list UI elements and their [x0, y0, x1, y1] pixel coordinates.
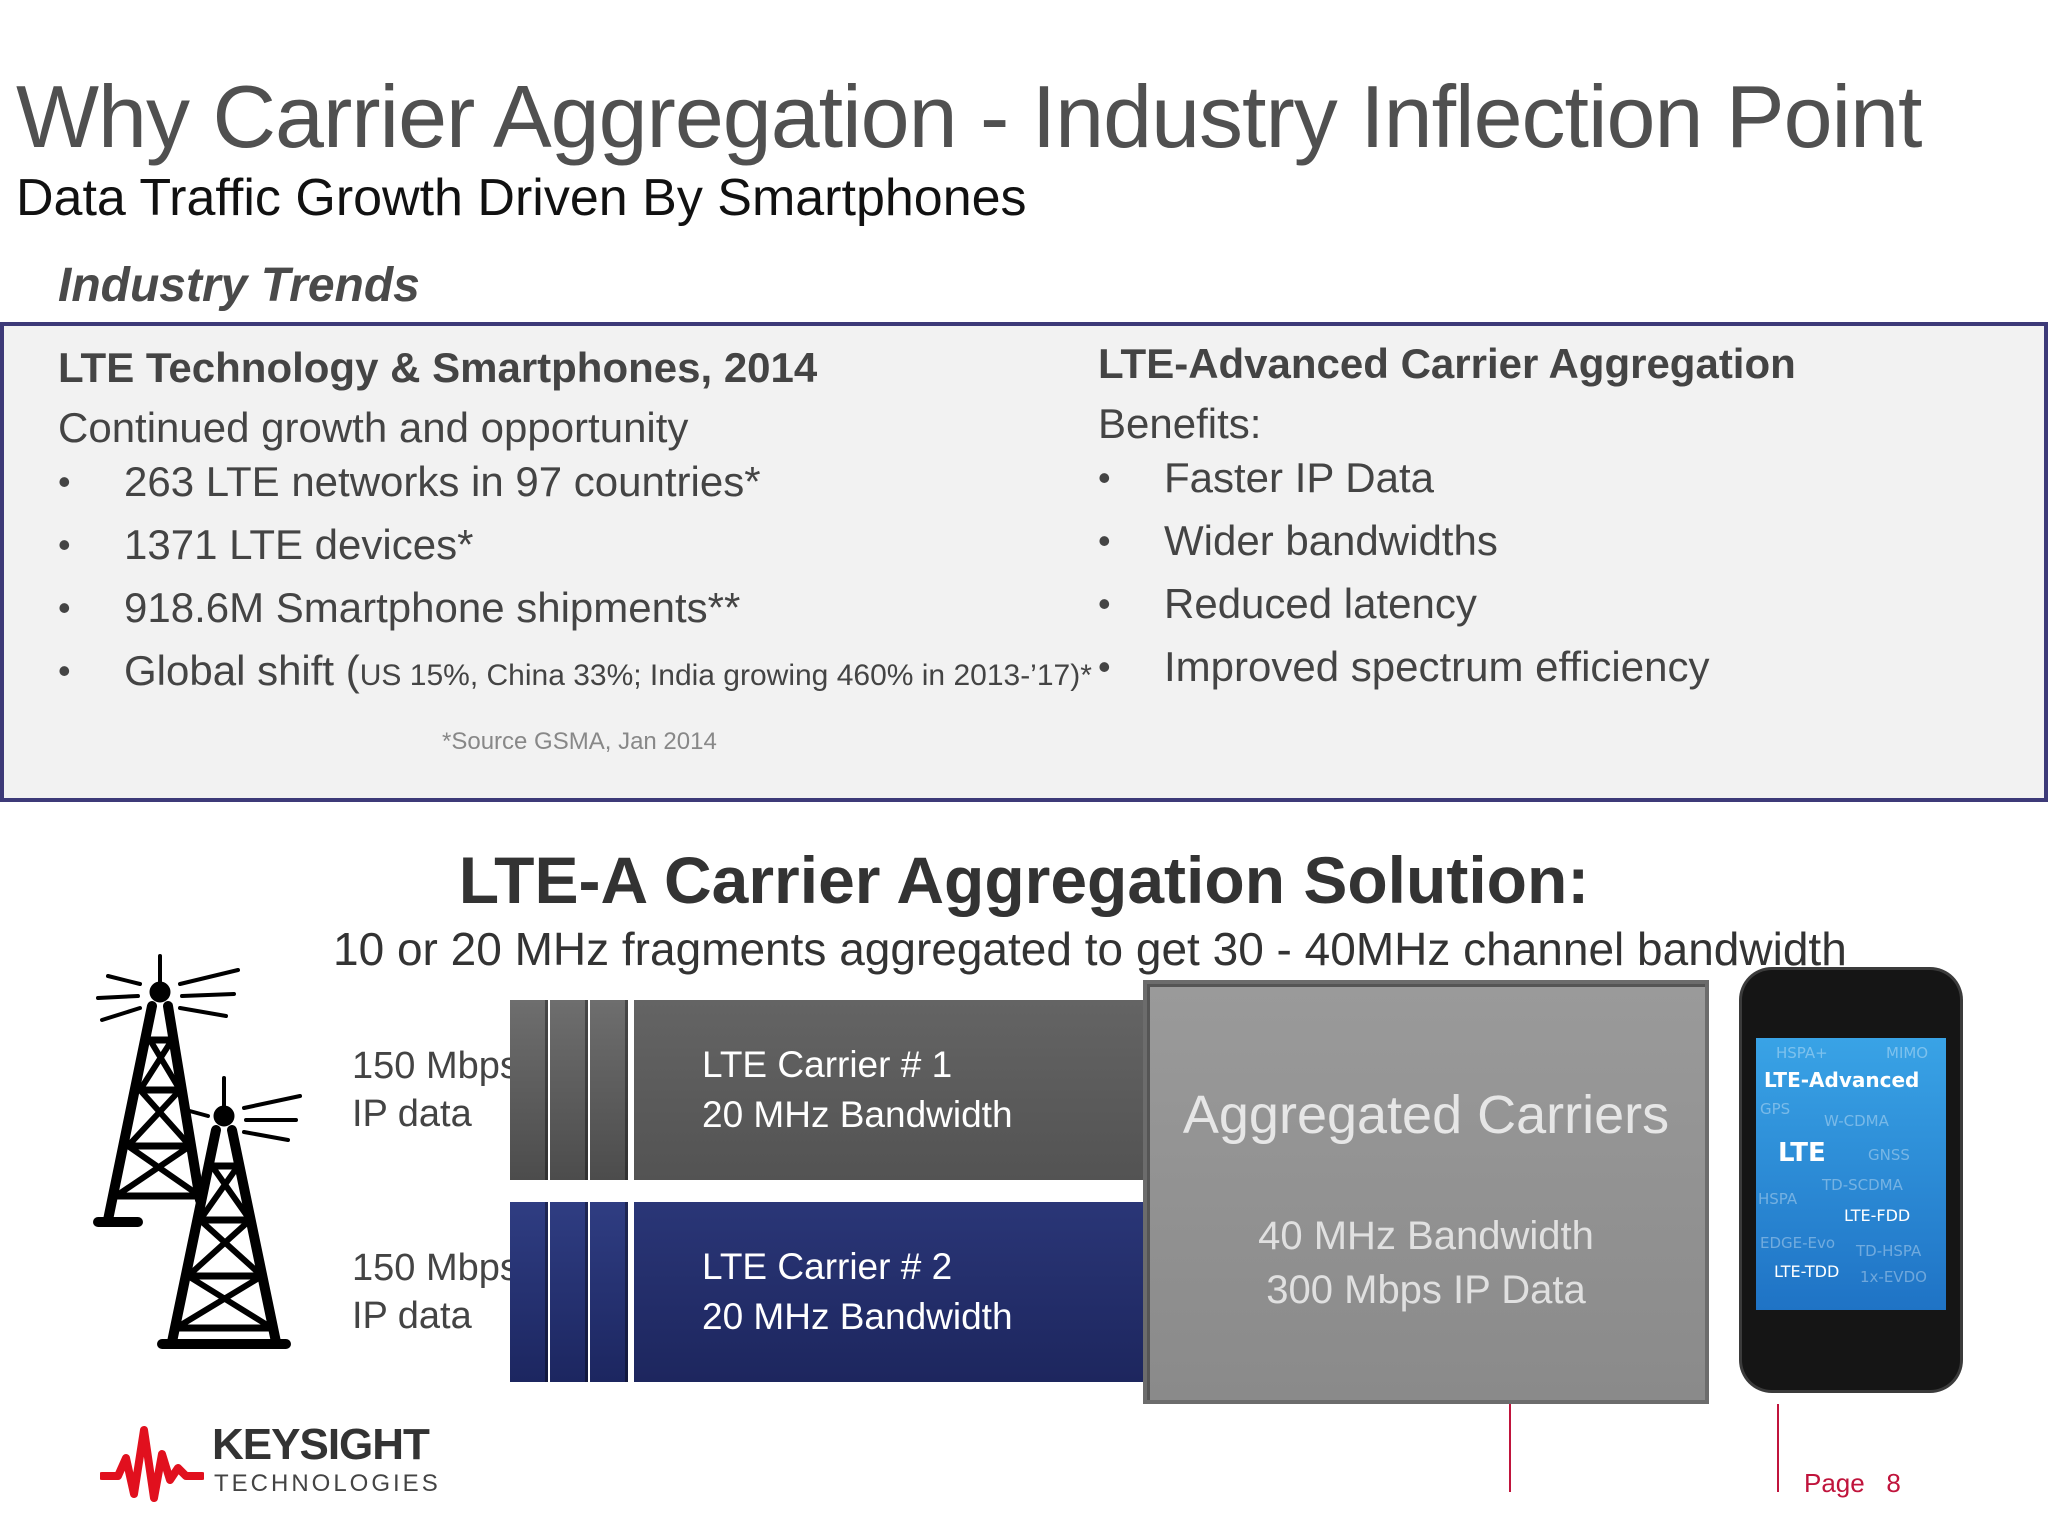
list-item: • 918.6M Smartphone shipments**	[58, 576, 1092, 639]
right-column-intro: Benefits:	[1098, 400, 1262, 447]
aggregated-data-rate: 300 Mbps IP Data	[1266, 1268, 1586, 1312]
carrier-fragment	[550, 1000, 588, 1180]
slide-subtitle: Data Traffic Growth Driven By Smartphone…	[16, 169, 1027, 227]
carrier-2-rate-label: IP data	[352, 1295, 472, 1337]
list-item-text: Improved spectrum efficiency	[1164, 643, 1710, 690]
carrier-fragment	[510, 1202, 548, 1382]
screen-label-faint: HSPA+	[1776, 1044, 1828, 1062]
screen-label-lte-advanced: LTE-Advanced	[1764, 1068, 1920, 1092]
cell-tower-icon	[93, 954, 302, 1349]
screen-label-faint: 1x-EVDO	[1860, 1268, 1927, 1286]
carrier-band-text: LTE Carrier # 1 20 MHz Bandwidth	[702, 1040, 1013, 1140]
screen-label-lte-tdd: LTE-TDD	[1774, 1262, 1840, 1281]
global-shift-text: Global shift (	[124, 647, 360, 694]
solution-subtitle: 10 or 20 MHz fragments aggregated to get…	[333, 923, 1847, 975]
right-bullet-list: • Faster IP Data • Wider bandwidths • Reduc…	[1098, 446, 1709, 698]
list-item-text: Wider bandwidths	[1164, 517, 1498, 564]
screen-label-faint: HSPA	[1758, 1190, 1798, 1208]
screen-label-faint: GPS	[1760, 1100, 1791, 1118]
screen-label-faint: MIMO	[1886, 1044, 1929, 1062]
lte-carrier-1-bar: LTE Carrier # 1 20 MHz Bandwidth	[510, 1000, 1150, 1180]
slide-title: Why Carrier Aggregation - Industry Infle…	[16, 67, 1922, 166]
left-bullet-list: • 263 LTE networks in 97 countries* • 1371…	[58, 450, 1092, 702]
left-column-intro: Continued growth and opportunity	[58, 404, 689, 451]
carrier-1-rate-label: IP data	[352, 1093, 472, 1135]
lte-carrier-2-bar: LTE Carrier # 2 20 MHz Bandwidth	[510, 1202, 1150, 1382]
bullet-icon: •	[58, 650, 71, 691]
aggregated-carriers-box: Aggregated Carriers 40 MHz Bandwidth 300…	[1143, 980, 1709, 1404]
keysight-wave-icon	[100, 1426, 204, 1502]
list-item: • Reduced latency	[1098, 572, 1709, 635]
carrier-name: LTE Carrier # 1	[702, 1044, 953, 1085]
bullet-icon: •	[1098, 457, 1111, 498]
source-note: *Source GSMA, Jan 2014	[442, 728, 717, 755]
carrier-fragment	[590, 1000, 628, 1180]
list-item-text: 263 LTE networks in 97 countries*	[124, 458, 761, 505]
keysight-logo: KEYSIGHT TECHNOLOGIES	[100, 1418, 440, 1506]
list-item-text: Reduced latency	[1164, 580, 1477, 627]
phone-screen: HSPA+ MIMO LTE-Advanced GPS W-CDMA LTE G…	[1756, 1038, 1946, 1310]
logo-subtitle: TECHNOLOGIES	[214, 1470, 441, 1497]
screen-label-faint: TD-SCDMA	[1822, 1176, 1903, 1194]
bullet-icon: •	[1098, 520, 1111, 561]
list-item: • Faster IP Data	[1098, 446, 1709, 509]
carrier-band: LTE Carrier # 1 20 MHz Bandwidth	[634, 1000, 1150, 1180]
carrier-fragment	[550, 1202, 588, 1382]
carrier-name: LTE Carrier # 2	[702, 1246, 953, 1287]
carrier-bandwidth: 20 MHz Bandwidth	[702, 1296, 1013, 1337]
list-item: • 263 LTE networks in 97 countries*	[58, 450, 1092, 513]
left-column-heading: LTE Technology & Smartphones, 2014	[58, 344, 818, 391]
screen-label-faint: EDGE-Evo	[1760, 1234, 1836, 1252]
list-item-text: 918.6M Smartphone shipments**	[124, 584, 741, 631]
carrier-fragment	[590, 1202, 628, 1382]
aggregated-bandwidth: 40 MHz Bandwidth	[1258, 1214, 1594, 1258]
bullet-icon: •	[1098, 646, 1111, 687]
screen-label-faint: W-CDMA	[1824, 1112, 1889, 1130]
list-item: • Improved spectrum efficiency	[1098, 635, 1709, 698]
section-heading: Industry Trends	[58, 259, 420, 312]
bullet-icon: •	[58, 461, 71, 502]
bullet-icon: •	[58, 524, 71, 565]
page-number-value: 8	[1886, 1468, 1901, 1498]
bullet-icon: •	[1098, 583, 1111, 624]
list-item-text: Faster IP Data	[1164, 454, 1435, 501]
global-shift-detail: US 15%, China 33%; India growing 460% in…	[359, 659, 1092, 692]
solution-title: LTE-A Carrier Aggregation Solution:	[458, 843, 1590, 917]
page-label: Page	[1804, 1468, 1865, 1498]
logo-name: KEYSIGHT	[212, 1420, 430, 1469]
aggregated-title: Aggregated Carriers	[1182, 1085, 1670, 1145]
list-item: • Global shift (US 15%, China 33%; India …	[58, 639, 1092, 702]
list-item: • Wider bandwidths	[1098, 509, 1709, 572]
carrier-bandwidth: 20 MHz Bandwidth	[702, 1094, 1013, 1135]
screen-label-faint: GNSS	[1868, 1146, 1910, 1164]
screen-label-faint: TD-HSPA	[1856, 1242, 1922, 1260]
industry-trends-box: LTE Technology & Smartphones, 2014 Conti…	[0, 322, 2048, 802]
right-column-heading: LTE-Advanced Carrier Aggregation	[1098, 340, 1796, 387]
carrier-fragment	[510, 1000, 548, 1180]
carrier-1-rate-value: 150 Mbps	[352, 1045, 519, 1087]
screen-label-lte: LTE	[1778, 1138, 1826, 1168]
carrier-band-text: LTE Carrier # 2 20 MHz Bandwidth	[702, 1242, 1013, 1342]
carrier-band: LTE Carrier # 2 20 MHz Bandwidth	[634, 1202, 1150, 1382]
page-number: Page 8	[1804, 1468, 1901, 1499]
footer-divider	[1509, 1404, 1511, 1492]
carrier-1-rate: 150 Mbps IP data	[352, 1042, 519, 1138]
list-item-text: 1371 LTE devices*	[124, 521, 474, 568]
carrier-2-rate: 150 Mbps IP data	[352, 1244, 519, 1340]
screen-label-lte-fdd: LTE-FDD	[1844, 1206, 1911, 1225]
carrier-2-rate-value: 150 Mbps	[352, 1247, 519, 1289]
smartphone-image: HSPA+ MIMO LTE-Advanced GPS W-CDMA LTE G…	[1742, 970, 1960, 1390]
footer-divider	[1777, 1404, 1779, 1492]
list-item: • 1371 LTE devices*	[58, 513, 1092, 576]
bullet-icon: •	[58, 587, 71, 628]
